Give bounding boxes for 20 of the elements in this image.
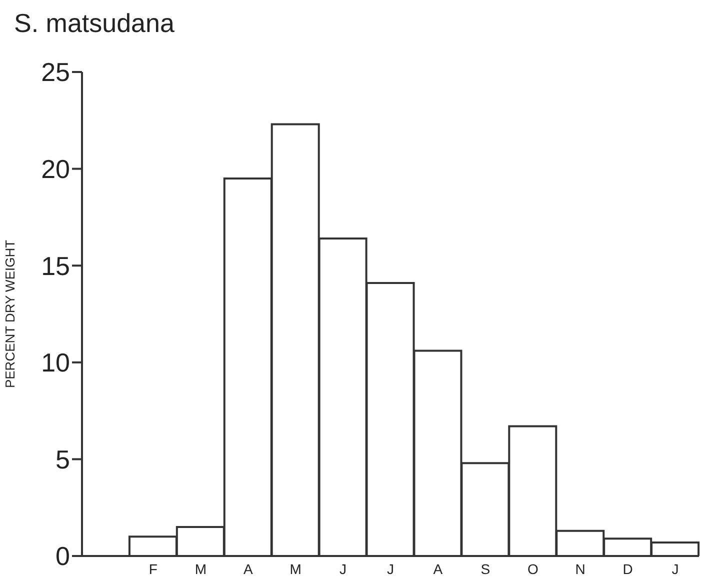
y-tick-label: 5 [56,444,70,474]
chart-title: S. matsudana [14,8,174,39]
y-axis-title: PERCENT DRY WEIGHT [2,240,18,388]
y-tick-label: 20 [41,154,70,184]
x-tick-label: J [340,560,347,577]
x-tick-label: A [433,560,444,577]
x-tick-label: A [243,560,254,577]
y-tick-label: 0 [56,541,70,572]
y-tick-label: 15 [41,250,70,281]
x-tick-label: F [148,560,158,577]
y-tick-label: 25 [41,57,70,88]
x-tick-label: O [527,560,538,577]
x-tick-label: S [480,560,490,577]
x-tick-label: D [622,560,633,577]
y-tick-label: 10 [41,348,70,378]
x-tick-label: J [387,560,394,577]
x-tick-label: M [194,560,206,577]
x-tick-label: M [290,560,302,577]
x-tick-label: J [672,560,679,577]
x-tick-label: N [575,560,586,577]
